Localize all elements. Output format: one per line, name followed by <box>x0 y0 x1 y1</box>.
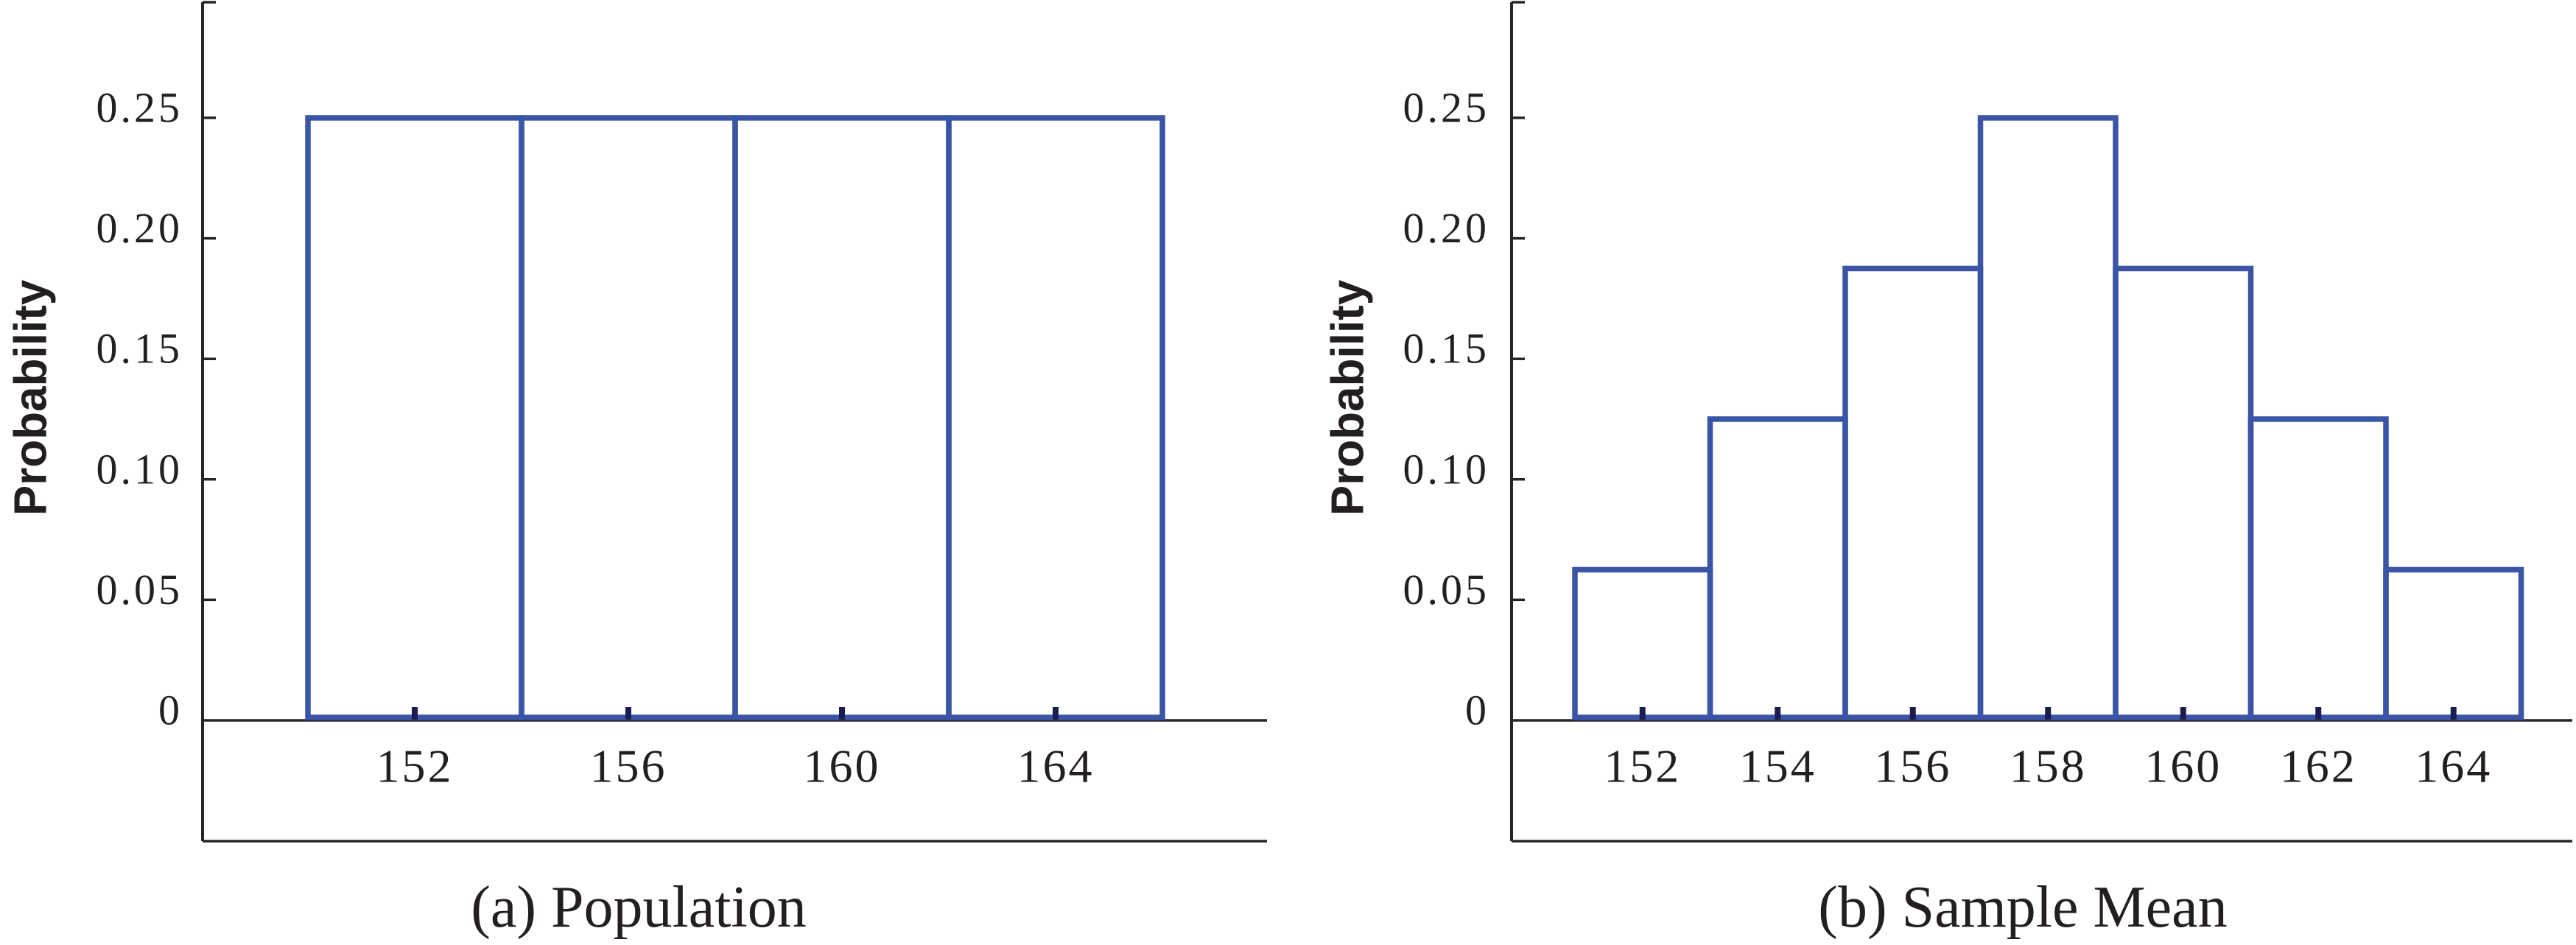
x-tick-label: 154 <box>1739 740 1817 793</box>
y-tick-label: 0.15 <box>96 325 183 373</box>
x-tick-label: 164 <box>1017 740 1095 793</box>
histogram-bar <box>1842 265 1984 720</box>
x-tick-label: 164 <box>2415 740 2492 793</box>
histogram-bar <box>2383 566 2524 720</box>
x-tick-label: 152 <box>1604 740 1681 793</box>
y-tick-label: 0 <box>158 686 183 734</box>
histogram-bar <box>519 115 738 720</box>
histogram-bar <box>1977 115 2119 720</box>
y-tick-label: 0.05 <box>1403 566 1490 614</box>
histogram-bar <box>946 115 1165 720</box>
chart-caption-sample-mean: (b) Sample Mean <box>1818 875 2227 940</box>
plot-area-population: 0 0.05 0.10 0.15 0.20 0.25 152 156 160 164 <box>96 1 1267 843</box>
x-tick-mark <box>1639 707 1646 720</box>
x-tick-mark <box>1053 707 1059 720</box>
x-tick-mark <box>625 707 631 720</box>
y-axis-label: Probability <box>1323 279 1374 516</box>
chart-panel-sample-mean: Probability 0 0.05 0.10 0.15 0.20 0.25 152 154 1… <box>1323 1 2572 940</box>
histogram-bar <box>305 115 524 720</box>
x-tick-mark <box>2180 707 2186 720</box>
y-tick-label: 0.15 <box>1403 325 1490 373</box>
y-tick-label: 0.20 <box>1403 204 1490 252</box>
plot-area-sample-mean: 0 0.05 0.10 0.15 0.20 0.25 152 154 156 158 160 162 1… <box>1403 1 2572 843</box>
y-tick-label: 0.10 <box>96 445 183 493</box>
chart-panel-population: Probability 0 0.05 0.10 0.15 0.20 0.25 152 156 1… <box>6 1 1267 940</box>
histogram-bar <box>2113 265 2254 720</box>
y-tick-label: 0 <box>1465 686 1489 734</box>
x-tick-label: 162 <box>2280 740 2357 793</box>
x-tick-mark <box>1775 707 1781 720</box>
x-tick-mark <box>1909 707 1916 720</box>
histogram-bar <box>2247 416 2389 720</box>
y-tick-label: 0.05 <box>96 566 183 614</box>
y-tick-label: 0.10 <box>1403 445 1490 493</box>
x-tick-mark <box>2315 707 2322 720</box>
histogram-bar <box>1707 416 1848 720</box>
y-tick-label: 0.25 <box>96 84 183 132</box>
y-tick-label: 0.25 <box>1403 84 1490 132</box>
x-tick-mark <box>412 707 418 720</box>
x-tick-label: 158 <box>2010 740 2087 793</box>
histogram-bar <box>1572 566 1713 720</box>
y-tick-label: 0.20 <box>96 204 183 252</box>
histogram-bar <box>732 115 952 720</box>
y-axis-label: Probability <box>6 279 57 516</box>
chart-caption-population: (a) Population <box>471 875 806 940</box>
x-tick-mark <box>2450 707 2457 720</box>
x-tick-label: 156 <box>590 740 667 793</box>
x-tick-mark <box>2045 707 2052 720</box>
x-tick-label: 160 <box>804 740 881 793</box>
x-tick-label: 160 <box>2144 740 2222 793</box>
x-tick-mark <box>839 707 845 720</box>
x-tick-label: 152 <box>376 740 454 793</box>
x-tick-label: 156 <box>1874 740 1951 793</box>
